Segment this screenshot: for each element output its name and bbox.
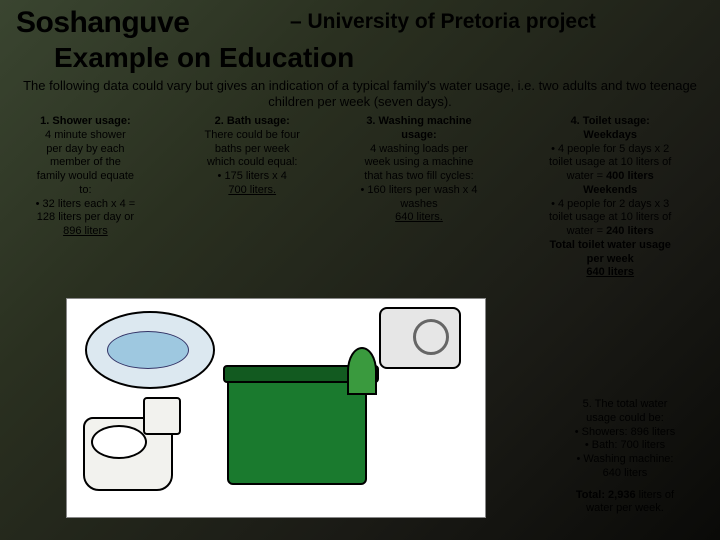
col5-heading: 5. The total water (540, 398, 710, 412)
bathtub-icon (85, 311, 215, 389)
column-washing: 3. Washing machine usage: 4 washing load… (338, 115, 501, 280)
col4-line: • 4 people for 2 days x 3 (504, 198, 716, 212)
col3-line: that has two fill cycles: (338, 170, 501, 184)
column-total: 5. The total water usage could be: • Sho… (540, 398, 710, 516)
col3-heading2: usage: (338, 129, 501, 143)
col4-line: toilet usage at 10 liters of (504, 211, 716, 225)
col5-line: 640 liters (540, 467, 710, 481)
col1-line: member of the (4, 156, 167, 170)
col1-line: • 32 liters each x 4 = (4, 198, 167, 212)
column-shower: 1. Shower usage: 4 minute shower per day… (4, 115, 167, 280)
recycle-bin-icon (227, 375, 367, 485)
col2-line: There could be four (171, 129, 334, 143)
col4-total-label: Total toilet water usage (504, 239, 716, 253)
toilet-icon (83, 417, 173, 491)
col1-line: family would equate (4, 170, 167, 184)
col5-line: • Bath: 700 liters (540, 439, 710, 453)
col1-heading: 1. Shower usage: (4, 115, 167, 129)
col3-total: 640 liters. (338, 211, 501, 225)
intro-text: The following data could vary but gives … (0, 76, 720, 115)
column-bath: 2. Bath usage: There could be four baths… (171, 115, 334, 280)
col3-line: week using a machine (338, 156, 501, 170)
col4-weekdays: Weekdays (504, 129, 716, 143)
col5-line: • Showers: 896 liters (540, 426, 710, 440)
col1-total: 896 liters (4, 225, 167, 239)
col2-line: • 175 liters x 4 (171, 170, 334, 184)
col5-total2: water per week. (540, 502, 710, 516)
col3-line: • 160 liters per wash x 4 (338, 184, 501, 198)
col4-weekends: Weekends (504, 184, 716, 198)
col4-line: • 4 people for 5 days x 2 (504, 143, 716, 157)
col5-total: Total: 2,936 liters of (540, 489, 710, 503)
col4-total: 640 liters (504, 266, 716, 280)
col1-line: per day by each (4, 143, 167, 157)
col4-line: water = 400 liters (504, 170, 716, 184)
col3-heading: 3. Washing machine (338, 115, 501, 129)
col2-heading: 2. Bath usage: (171, 115, 334, 129)
subtitle: – University of Pretoria project (290, 10, 596, 34)
col4-total-label2: per week (504, 253, 716, 267)
col2-total: 700 liters. (171, 184, 334, 198)
col5-heading2: usage could be: (540, 412, 710, 426)
col2-line: baths per week (171, 143, 334, 157)
col1-line: 128 liters per day or (4, 211, 167, 225)
col5-line: • Washing machine: (540, 453, 710, 467)
col1-line: 4 minute shower (4, 129, 167, 143)
col4-line: water = 240 liters (504, 225, 716, 239)
col3-line: 4 washing loads per (338, 143, 501, 157)
col2-line: which could equal: (171, 156, 334, 170)
washing-machine-icon (379, 307, 461, 369)
col3-line: washes (338, 198, 501, 212)
col1-line: to: (4, 184, 167, 198)
column-toilet: 4. Toilet usage: Weekdays • 4 people for… (504, 115, 716, 280)
col4-heading: 4. Toilet usage: (504, 115, 716, 129)
columns: 1. Shower usage: 4 minute shower per day… (0, 115, 720, 280)
col4-line: toilet usage at 10 liters of (504, 156, 716, 170)
illustration-panel (66, 298, 486, 518)
example-heading: Example on Education (0, 40, 720, 76)
